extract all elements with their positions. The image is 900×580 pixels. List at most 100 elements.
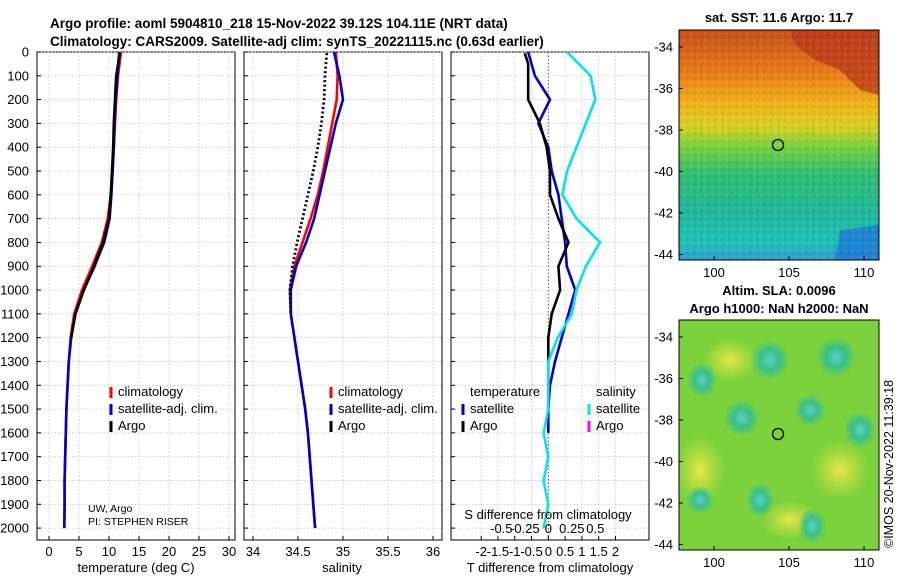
- depth-tick-label: 1500: [0, 402, 29, 417]
- difference-panel: -2 -1.5 -1 -0.5 0 0.5 1 1.5 2 T difference from …: [450, 51, 650, 575]
- salinity-lines: [288, 51, 345, 529]
- x-tick-label: 10: [102, 544, 116, 559]
- sla-eddy: [750, 340, 790, 380]
- x-tick-label: 0: [545, 544, 552, 559]
- legend-label-t-argo: Argo: [470, 418, 497, 433]
- depth-tick-label: 900: [7, 259, 29, 274]
- map-x-tick-label: 100: [703, 555, 725, 570]
- legend-label-climatology-s: climatology: [338, 384, 404, 399]
- depth-tick-label: 1000: [0, 283, 29, 298]
- x-tick-label: 5: [75, 544, 82, 559]
- sla-eddy: [724, 400, 760, 436]
- map-y-tick-label: -34: [654, 40, 673, 55]
- sla-map-ticks: -34 -36 -38 -40 -42 -44 100 105 110: [654, 330, 874, 571]
- depth-tick-label: 400: [7, 140, 29, 155]
- map-y-tick-label: -38: [654, 413, 673, 428]
- sst-map-title: sat. SST: 11.6 Argo: 11.7: [705, 10, 853, 25]
- difference-grid: [451, 51, 649, 540]
- depth-tick-label: 1400: [0, 378, 29, 393]
- x-tick-label: 1.5: [590, 544, 608, 559]
- salinity-panel: 34 34.5 35 35.5 36 salinity climatology sate…: [243, 51, 443, 575]
- map-x-tick-label: 110: [854, 265, 875, 280]
- salinity-ticks: 34 34.5 35 35.5 36: [244, 51, 440, 559]
- sla-eddy: [810, 440, 870, 500]
- sst-map-frame: [678, 29, 880, 261]
- figure-title-line2: Climatology: CARS2009. Satellite-adj cli…: [50, 34, 544, 49]
- series-line-temperature-satellite: [526, 51, 577, 433]
- sla-eddy: [686, 486, 714, 514]
- difference-axes-box: [450, 51, 650, 541]
- sla-eddy: [794, 394, 826, 426]
- map-y-tick-label: -44: [654, 247, 673, 262]
- map-x-tick-label: 100: [703, 265, 725, 280]
- x-tick-label: 34: [246, 544, 260, 559]
- x-tick-label: -1: [509, 544, 521, 559]
- x-tick-label: -1.5: [487, 544, 509, 559]
- sla-eddy: [816, 337, 856, 377]
- imos-watermark: ©IMOS 20-Nov-2022 11:39:18: [882, 380, 896, 548]
- sla-features: [675, 337, 876, 544]
- salinity-grid: [244, 51, 442, 540]
- x-tick-label: 0: [45, 544, 52, 559]
- map-y-tick-label: -34: [654, 330, 673, 345]
- s-tick-label: 0: [545, 521, 552, 536]
- salinity-xlabel: salinity: [322, 560, 362, 575]
- x-tick-label: 25: [192, 544, 206, 559]
- map-y-tick-label: -42: [654, 496, 673, 511]
- sla-map-frame: [678, 319, 880, 551]
- map-y-tick-label: -42: [654, 206, 673, 221]
- sla-eddy: [746, 482, 774, 518]
- sst-map: sat. SST: 11.6 Argo: 11.7 -34 -36 -38 -40 -4…: [654, 10, 880, 281]
- difference-ticks: -2 -1.5 -1 -0.5 0 0.5 1 1.5 2: [451, 51, 619, 559]
- temperature-panel: 0 5 10 15 20 25 30 temperature (deg C) UW, Arg…: [36, 51, 236, 575]
- x-tick-label: 1: [578, 544, 585, 559]
- series-line-argo: [69, 52, 122, 338]
- map-y-tick-label: -44: [654, 537, 673, 552]
- depth-tick-label: 100: [7, 68, 29, 83]
- sla-map-title2: Argo h1000: NaN h2000: NaN: [689, 301, 868, 316]
- map-y-tick-label: -36: [654, 371, 673, 386]
- map-y-tick-label: -38: [654, 123, 673, 138]
- map-y-tick-label: -40: [654, 164, 673, 179]
- depth-tick-label: 300: [7, 116, 29, 131]
- x-tick-label: -2: [475, 544, 487, 559]
- depth-axis-labels: 0 100 200 300 400 500 600 700 800 900 1000 1100 1200…: [0, 45, 29, 536]
- salinity-axes-box: [243, 51, 443, 541]
- legend-label-climatology: climatology: [118, 384, 184, 399]
- map-x-tick-label: 105: [778, 555, 800, 570]
- legend-title-temperature: temperature: [470, 384, 540, 399]
- s-difference-ticks: -0.5-0.25 0 0.25 0.5: [490, 521, 604, 536]
- sla-map-title1: Altim. SLA: 0.0096: [722, 283, 835, 298]
- temperature-legend: climatology satellite-adj. clim. Argo: [109, 384, 218, 433]
- s-tick-label: 0.5: [586, 521, 604, 536]
- salinity-legend: climatology satellite-adj. clim. Argo: [329, 384, 438, 433]
- sst-texture: [679, 30, 879, 260]
- temperature-ticks: 0 5 10 15 20 25 30: [37, 51, 236, 559]
- difference-xlabel: T difference from climatology: [467, 560, 634, 575]
- legend-title-salinity: salinity: [596, 384, 636, 399]
- temperature-xlabel: temperature (deg C): [77, 560, 194, 575]
- difference-legend: temperature salinity satellite Argo sate…: [461, 384, 640, 433]
- depth-tick-label: 1700: [0, 449, 29, 464]
- sla-eddy: [844, 412, 876, 448]
- depth-tick-label: 0: [22, 45, 29, 60]
- legend-label-t-satellite: satellite: [470, 401, 514, 416]
- sla-eddy: [675, 435, 725, 505]
- temperature-axes-box: [36, 51, 236, 541]
- legend-label-satellite-clim: satellite-adj. clim.: [118, 401, 218, 416]
- depth-tick-label: 500: [7, 164, 29, 179]
- depth-tick-label: 1200: [0, 330, 29, 345]
- sla-argo-marker: [771, 427, 785, 441]
- s-tick-label: 0.25: [559, 521, 584, 536]
- s-difference-label: S difference from climatology: [464, 507, 632, 522]
- depth-tick-label: 1100: [1, 306, 29, 321]
- sst-map-ticks: -34 -36 -38 -40 -42 -44 100 105 110: [654, 40, 874, 281]
- series-line-salinity-satellite: [542, 51, 602, 529]
- map-x-tick-label: 105: [778, 265, 800, 280]
- depth-tick-label: 200: [7, 92, 29, 107]
- s-tick-label: -0.25: [510, 521, 540, 536]
- legend-label-satellite-clim-s: satellite-adj. clim.: [338, 401, 438, 416]
- sla-eddy: [798, 508, 826, 544]
- x-tick-label: 2: [612, 544, 619, 559]
- difference-lines: [523, 51, 602, 529]
